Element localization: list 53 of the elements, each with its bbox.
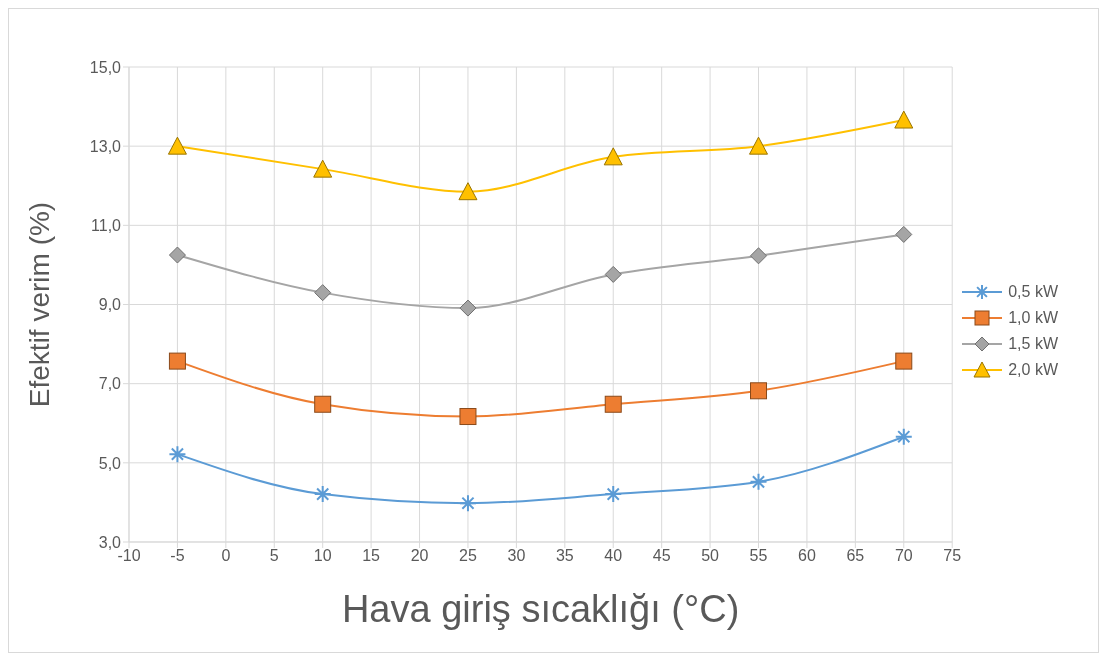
point (895, 225, 913, 243)
x-tick-label: 55 (749, 547, 768, 565)
point (459, 299, 477, 317)
point (749, 136, 769, 155)
y-tick-label: 15,0 (89, 58, 122, 76)
point (749, 472, 768, 491)
x-axis-title: Hava giriş sıcaklığı (°C) (341, 588, 740, 630)
point (604, 485, 623, 504)
x-tick-label: 35 (555, 547, 574, 565)
x-tick-label: 70 (894, 547, 913, 565)
y-tick-label: 11,0 (91, 217, 122, 235)
x-tick-label: 75 (943, 547, 962, 565)
point (314, 284, 332, 302)
point (895, 352, 913, 370)
x-tick-label: 5 (269, 547, 279, 565)
legend-label: 0,5 kW (1008, 282, 1058, 301)
x-tick-label: 60 (798, 547, 816, 565)
point (604, 265, 622, 283)
x-tick-label: 15 (362, 547, 381, 565)
point (894, 427, 913, 446)
x-tick-label: 10 (313, 547, 332, 565)
legend-label: 2,0 kW (1008, 360, 1058, 379)
point (750, 382, 768, 400)
point (604, 395, 622, 413)
point (458, 182, 478, 201)
x-tick-label: 50 (701, 547, 720, 565)
point (313, 159, 333, 178)
x-tick-label: 0 (221, 547, 231, 565)
point (313, 485, 332, 504)
x-tick-label: 45 (652, 547, 671, 565)
y-tick-label: 5,0 (98, 454, 122, 472)
y-axis-title: Efektif verim (%) (23, 201, 55, 408)
y-tick-label: 7,0 (98, 375, 122, 393)
x-tick-label: 40 (604, 547, 623, 565)
point (168, 352, 186, 370)
point (168, 246, 186, 264)
point (750, 247, 768, 265)
point (894, 110, 914, 129)
legend-label: 1,5 kW (1008, 334, 1058, 353)
x-tick-label: 25 (459, 547, 477, 565)
y-tick-label: 13,0 (89, 137, 122, 155)
x-tick-label: 65 (846, 547, 865, 565)
point (168, 445, 187, 464)
x-tick-label: 30 (507, 547, 526, 565)
point (458, 494, 477, 513)
y-tick-label: 9,0 (98, 296, 122, 314)
point (459, 408, 477, 426)
point (603, 147, 623, 166)
legend-label: 1,0 kW (1008, 308, 1058, 327)
point (314, 395, 332, 413)
x-tick-label: -5 (170, 547, 185, 565)
point (167, 136, 187, 155)
x-tick-label: 20 (410, 547, 429, 565)
